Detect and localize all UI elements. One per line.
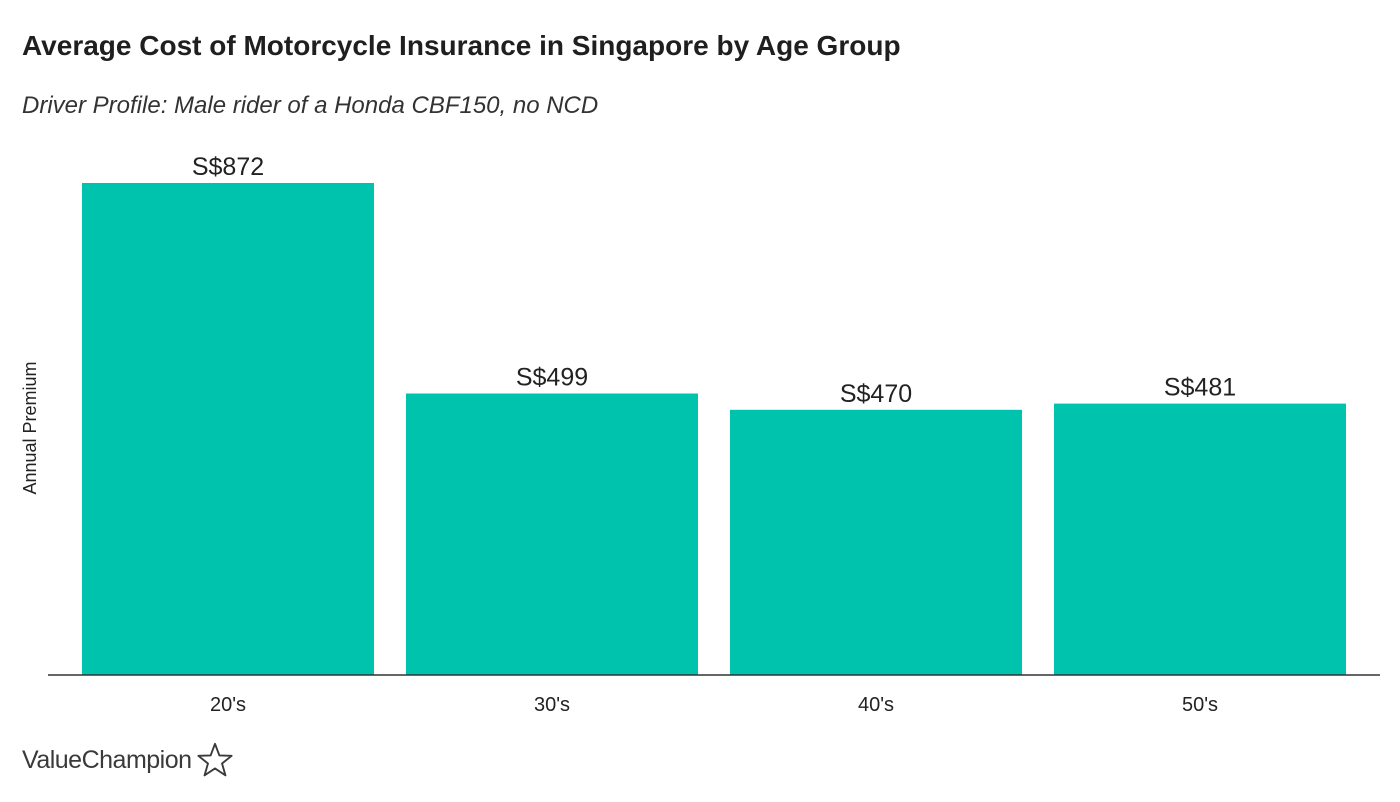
data-label: S$499 (516, 364, 588, 392)
data-label: S$872 (192, 153, 264, 181)
brand-logo: ValueChampion (22, 740, 234, 780)
chart-title: Average Cost of Motorcycle Insurance in … (22, 30, 901, 61)
y-axis-label: Annual Premium (20, 361, 40, 494)
x-tick-label: 50's (1182, 694, 1218, 716)
x-tick-label: 30's (534, 694, 570, 716)
bar-40s (730, 409, 1022, 675)
x-tick-label: 40's (858, 694, 894, 716)
bar-20s (82, 183, 374, 675)
bar-50s (1054, 403, 1346, 675)
bar-30s (406, 393, 698, 675)
data-label: S$470 (840, 380, 912, 408)
x-tick-label: 20's (210, 694, 246, 716)
brand-name: ValueChampion (22, 745, 192, 774)
star-outline-icon (196, 742, 233, 777)
chart-subtitle: Driver Profile: Male rider of a Honda CB… (22, 92, 599, 119)
data-label: S$481 (1164, 374, 1236, 402)
